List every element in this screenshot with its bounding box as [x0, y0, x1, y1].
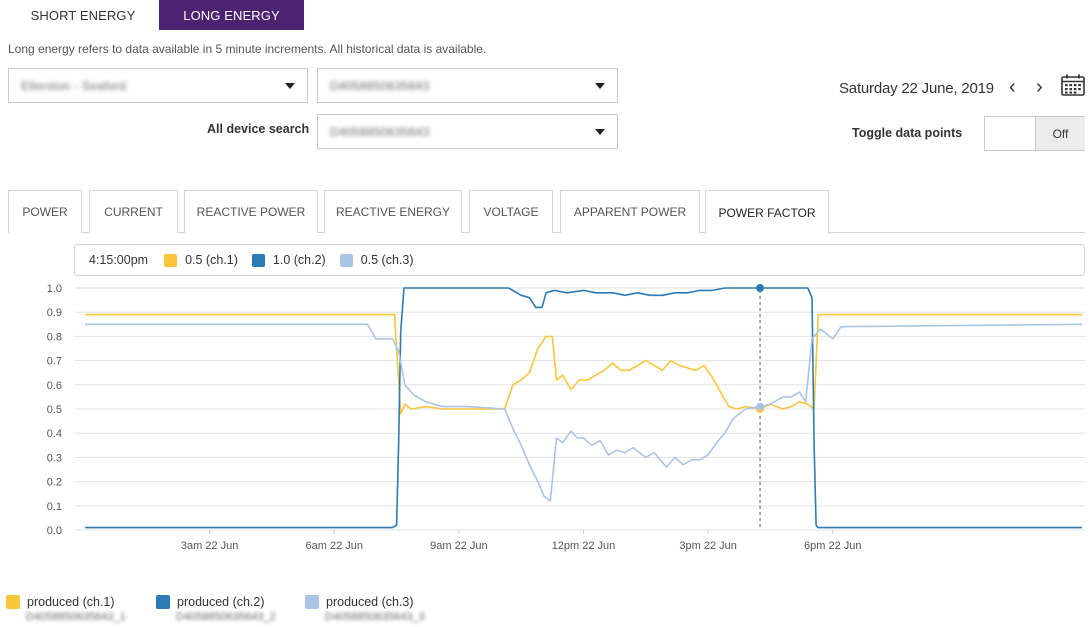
- calendar-icon[interactable]: [1061, 74, 1085, 96]
- toggle-data-points-switch[interactable]: Off: [984, 116, 1085, 151]
- ch3-swatch: [339, 253, 353, 267]
- power-factor-chart[interactable]: 0.0 0.1 0.2 0.3 0.4 0.5 0.6 0.7 0.8 0.9 1.0 3am 22 …: [0, 280, 1092, 560]
- tab-reactive-power[interactable]: REACTIVE POWER: [184, 190, 318, 233]
- legend-ch3-id: D4058850635643_3: [325, 611, 425, 623]
- hover-value-ch3: 0.5 (ch.3): [360, 253, 414, 267]
- y-tick-label: 0.5: [47, 404, 62, 416]
- toggle-state: Off: [1035, 117, 1085, 150]
- x-tick-label: 9am 22 Jun: [430, 540, 487, 552]
- hover-marker-ch2: [756, 284, 765, 292]
- series-line-ch2: [85, 287, 1082, 529]
- y-tick-label: 0.2: [47, 477, 62, 489]
- y-tick-label: 0.9: [47, 307, 62, 319]
- ch2-swatch: [251, 253, 265, 267]
- next-day-icon[interactable]: ›: [1036, 76, 1043, 98]
- x-tick-label: 3am 22 Jun: [181, 540, 238, 552]
- legend-ch2-id: D4058850635643_2: [176, 611, 276, 623]
- caret-down-icon: [285, 83, 295, 89]
- legend-ch3-device-id: D4058850635643_3: [305, 611, 425, 623]
- ch1-swatch: [164, 253, 178, 267]
- x-tick-label: 12pm 22 Jun: [552, 540, 616, 552]
- prev-day-icon[interactable]: ‹: [1009, 76, 1016, 98]
- tab-short-energy[interactable]: SHORT ENERGY: [8, 0, 158, 30]
- all-device-search-select[interactable]: D4058850635643: [317, 114, 618, 149]
- tab-power[interactable]: POWER: [8, 190, 82, 233]
- description-text: Long energy refers to data available in …: [8, 42, 487, 56]
- y-tick-label: 1.0: [47, 283, 62, 295]
- hover-marker-ch3: [756, 402, 765, 411]
- x-tick-label: 6pm 22 Jun: [804, 540, 861, 552]
- site-select-value: Ellerston - Seaford: [21, 78, 127, 93]
- tab-current[interactable]: CURRENT: [89, 190, 178, 233]
- site-select[interactable]: Ellerston - Seaford: [8, 68, 308, 103]
- legend-ch1-device-id: D4058850635643_1: [6, 611, 126, 623]
- y-tick-label: 0.4: [47, 428, 62, 440]
- x-tick-label: 6am 22 Jun: [306, 540, 363, 552]
- hover-item-ch3: 0.5 (ch.3): [339, 253, 414, 267]
- y-tick-label: 0.1: [47, 501, 62, 513]
- tab-apparent-power[interactable]: APPARENT POWER: [560, 190, 700, 233]
- all-device-search-label: All device search: [207, 122, 310, 136]
- device-select[interactable]: D4058850635643: [317, 68, 618, 103]
- device-select-value: D4058850635643: [330, 78, 430, 93]
- toggle-data-points-label: Toggle data points: [852, 126, 963, 140]
- y-tick-label: 0.8: [47, 331, 62, 343]
- legend-ch1-id: D4058850635643_1: [26, 611, 126, 623]
- y-tick-label: 0.6: [47, 380, 62, 392]
- y-tick-label: 0.0: [47, 525, 62, 537]
- legend-ch3-swatch: [305, 595, 319, 609]
- series-line-ch1: [85, 313, 1082, 415]
- hover-legend: 4:15:00pm 0.5 (ch.1) 1.0 (ch.2) 0.5 (ch.…: [74, 244, 1085, 276]
- hover-item-ch1: 0.5 (ch.1): [164, 253, 238, 267]
- tab-power-factor[interactable]: POWER FACTOR: [705, 190, 829, 234]
- x-tick-label: 3pm 22 Jun: [679, 540, 736, 552]
- tab-long-energy[interactable]: LONG ENERGY: [159, 0, 304, 30]
- y-tick-label: 0.3: [47, 452, 62, 464]
- legend-ch1-swatch: [6, 595, 20, 609]
- metric-tabs: POWER CURRENT REACTIVE POWER REACTIVE EN…: [8, 190, 1085, 234]
- legend-ch2-device-id: D4058850635643_2: [156, 611, 276, 623]
- legend-ch2-swatch: [156, 595, 170, 609]
- legend-ch1-label: produced (ch.1): [27, 595, 115, 609]
- legend-item-ch1[interactable]: produced (ch.1) D4058850635643_1: [6, 595, 126, 623]
- hover-value-ch2: 1.0 (ch.2): [272, 253, 326, 267]
- legend-ch3-label: produced (ch.3): [326, 595, 414, 609]
- caret-down-icon: [595, 129, 605, 135]
- legend-item-ch3[interactable]: produced (ch.3) D4058850635643_3: [305, 595, 425, 623]
- hover-value-ch1: 0.5 (ch.1): [185, 253, 238, 267]
- all-device-select-value: D4058850635643: [330, 124, 430, 139]
- hover-time: 4:15:00pm: [89, 253, 149, 267]
- y-tick-label: 0.7: [47, 356, 62, 368]
- series-line-ch3: [85, 323, 1083, 502]
- tab-reactive-energy[interactable]: REACTIVE ENERGY: [324, 190, 462, 233]
- legend-item-ch2[interactable]: produced (ch.2) D4058850635643_2: [156, 595, 276, 623]
- caret-down-icon: [595, 83, 605, 89]
- date-display: Saturday 22 June, 2019: [839, 80, 994, 97]
- legend-ch2-label: produced (ch.2): [177, 595, 265, 609]
- hover-item-ch2: 1.0 (ch.2): [251, 253, 326, 267]
- tab-voltage[interactable]: VOLTAGE: [469, 190, 553, 233]
